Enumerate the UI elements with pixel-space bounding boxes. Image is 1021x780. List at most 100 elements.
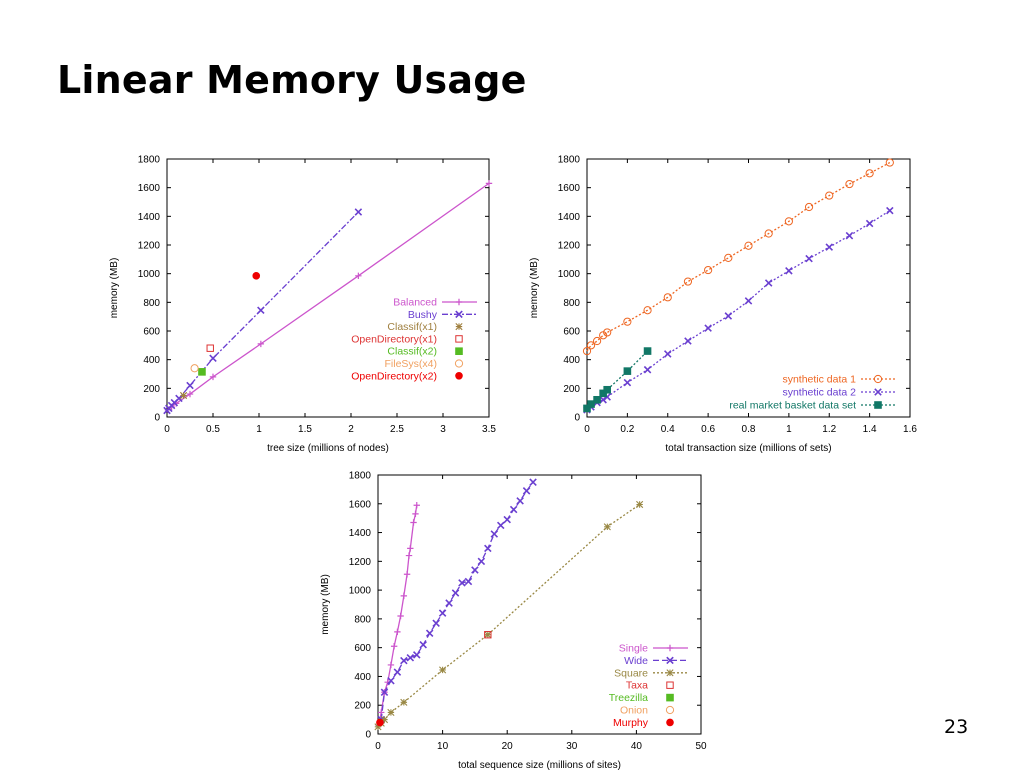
y-tick-label: 1800 bbox=[349, 471, 372, 482]
legend-label: Treezilla bbox=[609, 692, 648, 704]
x-axis-label: total sequence size (millions of sites) bbox=[458, 760, 621, 771]
data-point bbox=[587, 400, 595, 408]
y-tick-label: 400 bbox=[563, 355, 580, 366]
data-point bbox=[603, 328, 612, 337]
data-point bbox=[186, 390, 194, 398]
data-point bbox=[405, 552, 413, 559]
page-number: 23 bbox=[944, 716, 969, 738]
x-tick-label: 0.8 bbox=[742, 424, 756, 435]
legend-label: synthetic data 1 bbox=[782, 374, 856, 386]
data-point bbox=[484, 544, 492, 553]
data-point bbox=[724, 312, 733, 320]
data-point bbox=[603, 385, 611, 394]
data-point bbox=[179, 391, 188, 400]
data-point bbox=[583, 404, 591, 413]
data-point bbox=[355, 272, 362, 280]
data-point bbox=[403, 571, 411, 578]
data-point bbox=[387, 708, 395, 717]
legend-label: Classif(x2) bbox=[387, 346, 437, 358]
data-point bbox=[394, 628, 401, 636]
y-axis-label: memory (MB) bbox=[109, 258, 120, 319]
series-line bbox=[586, 162, 891, 352]
x-tick-label: 0.6 bbox=[701, 424, 715, 435]
series-opendirectory-x1- bbox=[206, 344, 214, 352]
series-wide bbox=[377, 478, 537, 724]
data-point bbox=[406, 653, 415, 662]
data-point bbox=[582, 346, 592, 356]
series-synthetic-data-1 bbox=[582, 158, 894, 356]
data-point bbox=[845, 231, 854, 240]
data-point bbox=[623, 317, 632, 326]
legend-marker bbox=[666, 669, 674, 677]
legend-marker bbox=[666, 681, 674, 689]
y-tick-label: 1000 bbox=[138, 269, 161, 280]
y-tick-label: 1600 bbox=[349, 499, 372, 510]
data-point bbox=[599, 396, 607, 404]
data-point bbox=[522, 487, 531, 495]
x-axis-label: tree size (millions of nodes) bbox=[267, 443, 389, 454]
data-point bbox=[380, 688, 389, 697]
data-point bbox=[387, 661, 395, 669]
y-tick-label: 1200 bbox=[349, 557, 372, 568]
data-point bbox=[599, 389, 607, 398]
data-point bbox=[439, 666, 447, 674]
y-tick-label: 200 bbox=[563, 384, 580, 395]
data-point bbox=[704, 324, 712, 332]
y-tick-label: 1000 bbox=[558, 269, 581, 280]
y-axis-label: memory (MB) bbox=[320, 574, 331, 635]
legend-marker bbox=[455, 347, 463, 355]
data-point bbox=[825, 191, 834, 200]
data-point bbox=[516, 497, 524, 505]
data-point bbox=[209, 354, 217, 362]
y-tick-label: 1400 bbox=[349, 528, 372, 539]
data-point bbox=[885, 158, 894, 167]
data-point bbox=[380, 716, 389, 724]
y-tick-label: 0 bbox=[365, 730, 371, 741]
data-point bbox=[209, 373, 217, 381]
series-murphy bbox=[376, 718, 384, 727]
data-point bbox=[257, 340, 265, 348]
legend-label: Taxa bbox=[626, 680, 648, 692]
data-point bbox=[458, 579, 466, 587]
series-line bbox=[380, 481, 534, 720]
data-point bbox=[484, 631, 492, 639]
legend-label: Wide bbox=[624, 655, 648, 667]
x-tick-label: 0.4 bbox=[661, 424, 675, 435]
x-tick-label: 0.2 bbox=[620, 424, 634, 435]
data-point bbox=[764, 229, 773, 238]
data-point bbox=[485, 180, 493, 187]
data-point bbox=[784, 217, 793, 226]
data-point bbox=[252, 272, 261, 280]
data-point bbox=[484, 631, 492, 639]
data-point bbox=[744, 241, 753, 250]
data-point bbox=[425, 629, 434, 638]
x-tick-label: 2 bbox=[348, 424, 354, 435]
data-point bbox=[599, 331, 608, 340]
legend-marker bbox=[666, 644, 674, 652]
y-tick-label: 800 bbox=[354, 614, 371, 625]
data-point bbox=[464, 577, 473, 586]
data-point bbox=[684, 337, 692, 345]
data-point bbox=[825, 243, 834, 251]
y-tick-label: 600 bbox=[563, 327, 580, 338]
data-point bbox=[257, 306, 265, 314]
x-axis-label: total transaction size (millions of sets… bbox=[665, 443, 831, 454]
legend-marker bbox=[666, 718, 674, 727]
y-tick-label: 0 bbox=[574, 413, 580, 424]
y-tick-label: 600 bbox=[354, 643, 371, 654]
y-tick-label: 1800 bbox=[558, 155, 581, 166]
x-tick-label: 1.6 bbox=[903, 424, 917, 435]
legend-marker bbox=[455, 335, 463, 343]
y-tick-label: 1800 bbox=[138, 155, 161, 166]
legend-marker bbox=[665, 705, 675, 715]
data-point bbox=[845, 179, 854, 189]
legend-marker bbox=[874, 401, 882, 409]
legend-label: Single bbox=[619, 643, 648, 655]
x-tick-label: 0 bbox=[164, 424, 170, 435]
x-tick-label: 50 bbox=[695, 741, 707, 752]
x-tick-label: 1.2 bbox=[822, 424, 836, 435]
y-tick-label: 1400 bbox=[138, 212, 161, 223]
data-point bbox=[390, 643, 398, 650]
